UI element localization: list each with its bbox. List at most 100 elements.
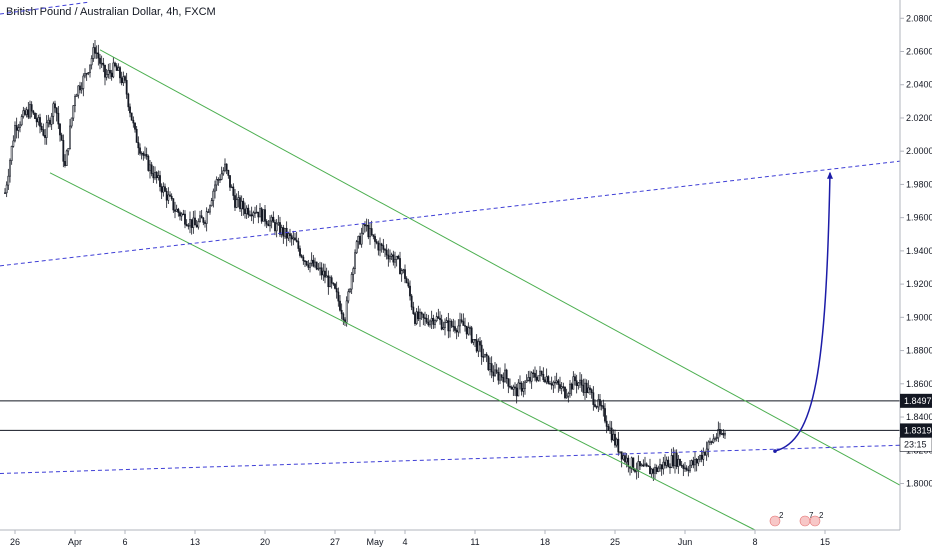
candle-body [102, 62, 105, 66]
candle-body [607, 426, 610, 431]
candle-body [285, 227, 288, 239]
candle-body [617, 438, 620, 453]
candle-body [200, 215, 203, 219]
candle-body [299, 248, 301, 256]
x-tick-label: 11 [470, 537, 479, 547]
candle-body [154, 171, 156, 179]
candle-body [577, 382, 580, 386]
candle-body [484, 353, 486, 358]
candle-body [340, 309, 343, 315]
candle-body [395, 255, 398, 260]
candle-body [374, 236, 376, 242]
candle-body [52, 103, 55, 117]
candle-body [534, 373, 536, 378]
candle-body [349, 288, 351, 292]
candle-body [457, 325, 460, 333]
candle-body [594, 404, 596, 407]
candle-body [570, 383, 573, 390]
candle-body [214, 184, 216, 192]
candle-body [107, 70, 110, 75]
candle-body [469, 327, 471, 329]
candle-body [194, 217, 196, 226]
candle-body [619, 451, 621, 453]
price-label-box [900, 423, 932, 438]
candle-body [420, 312, 423, 315]
candle-body [17, 127, 20, 131]
candle-body [407, 282, 410, 287]
candle-body [22, 110, 25, 117]
candle-body [435, 316, 438, 321]
candle-body [699, 455, 701, 460]
candle-body [92, 47, 95, 59]
candle-body [662, 461, 665, 470]
candle-body [137, 142, 140, 149]
candle-body [90, 58, 93, 66]
candle-body [370, 228, 373, 235]
candle-body [372, 234, 375, 237]
candle-body [199, 215, 201, 222]
candle-body [7, 175, 10, 186]
candle-body [522, 388, 525, 392]
candle-body [649, 466, 651, 475]
candle-body [560, 386, 563, 389]
candle-body [140, 152, 143, 155]
candle-body [417, 311, 420, 320]
candle-body [302, 256, 305, 262]
candle-body [190, 219, 193, 228]
candle-body [80, 88, 83, 91]
candle-body [34, 112, 36, 119]
candle-body [387, 254, 390, 260]
candle-body [45, 122, 48, 138]
candle-body [637, 461, 640, 471]
candle-body [502, 376, 505, 383]
candle-body [79, 85, 81, 91]
candle-body [687, 469, 690, 472]
candle-body [495, 369, 498, 373]
candle-body [454, 326, 456, 331]
countdown-box [899, 437, 932, 452]
dashed-trend-line [0, 444, 901, 475]
candle-body [235, 199, 238, 208]
candle-body [505, 369, 508, 380]
candle-body [555, 380, 558, 383]
candle-body [645, 463, 648, 467]
candle-body [295, 239, 298, 242]
candle-body [159, 175, 161, 187]
candle-body [477, 341, 480, 352]
candle-body [334, 283, 336, 289]
candle-body [309, 262, 311, 268]
candle-body [87, 72, 90, 74]
candle-body [192, 217, 195, 228]
candle-body [535, 376, 538, 381]
candle-body [317, 268, 320, 270]
candle-body [492, 371, 495, 377]
candle-body [279, 222, 281, 235]
y-tick-label: 1.88000 [906, 346, 932, 356]
x-tick-label: 4 [402, 537, 407, 547]
drawing-layer[interactable] [0, 1, 901, 531]
candle-body [60, 134, 63, 141]
candle-body [225, 163, 228, 171]
candle-body [552, 381, 555, 386]
candle-body [75, 94, 78, 97]
candle-body [410, 295, 413, 308]
candle-body [134, 122, 136, 130]
candle-body [520, 382, 523, 392]
candle-body [715, 437, 718, 439]
candle-body [195, 224, 198, 228]
candle-body [287, 233, 290, 239]
candle-body [339, 300, 341, 311]
candle-body [359, 235, 361, 245]
candle-body [427, 321, 430, 326]
candle-body [85, 73, 88, 75]
candle-body [362, 224, 365, 234]
candle-body [157, 175, 160, 179]
candle-body [367, 224, 370, 238]
candle-body [642, 464, 645, 467]
y-tick-label: 1.90000 [906, 312, 932, 322]
candle-body [277, 222, 280, 225]
candle-body [84, 73, 86, 77]
candle-body [720, 433, 723, 435]
candle-body [115, 65, 118, 71]
